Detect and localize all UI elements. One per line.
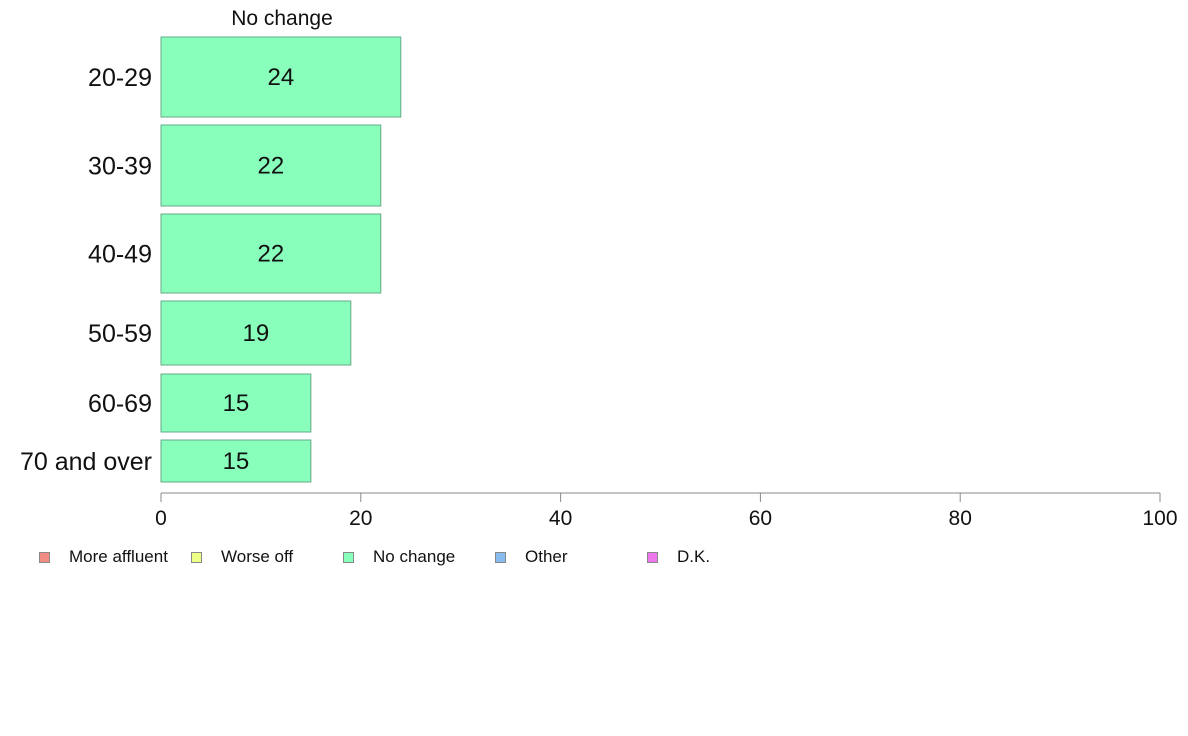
bar-value-label: 22 <box>258 241 285 268</box>
legend-item: No change <box>343 547 455 567</box>
legend-swatch <box>191 551 202 563</box>
bar-20-29 <box>160 36 402 118</box>
category-label: 30-39 <box>88 153 152 181</box>
x-tick-label: 40 <box>549 507 572 530</box>
bar-value-label: 15 <box>223 448 250 475</box>
bar-value-label: 24 <box>268 64 295 91</box>
legend-label: Worse off <box>221 547 294 566</box>
x-tick-label: 20 <box>349 507 372 530</box>
x-tick-label: 100 <box>1142 507 1177 530</box>
chart-title: No change <box>231 7 333 30</box>
bar-value-label: 19 <box>243 320 270 347</box>
x-tick-label: 60 <box>749 507 772 530</box>
category-label: 60-69 <box>88 390 152 418</box>
legend-swatch <box>495 551 506 563</box>
category-label: 70 and over <box>20 448 152 476</box>
x-axis: 0 20 40 60 80 100 <box>155 492 1178 530</box>
legend-swatch <box>647 551 658 563</box>
x-tick-label: 0 <box>155 507 167 530</box>
category-label: 40-49 <box>88 241 152 269</box>
bar-50-59 <box>160 300 352 366</box>
bar-value-label: 15 <box>223 390 250 417</box>
legend-label: Other <box>525 547 568 566</box>
legend-item: D.K. <box>647 547 710 567</box>
legend-swatch <box>39 551 50 563</box>
bar-value-label: 22 <box>258 153 285 180</box>
legend-swatch <box>343 551 354 563</box>
bar-70-and-over <box>160 439 312 483</box>
category-label: 20-29 <box>88 64 152 92</box>
bars-group: 24 22 22 19 15 15 <box>160 36 402 483</box>
category-labels: 20-29 30-39 40-49 50-59 60-69 70 and over <box>20 64 152 476</box>
legend-label: No change <box>373 547 456 566</box>
legend-label: D.K. <box>677 547 711 566</box>
category-label: 50-59 <box>88 320 152 348</box>
legend-label: More affluent <box>69 547 168 566</box>
legend: More affluent Worse off No change Other D.K. <box>0 547 1188 567</box>
legend-item: More affluent <box>39 547 168 567</box>
bar-60-69 <box>160 373 312 433</box>
legend-item: Other <box>495 547 568 567</box>
bar-40-49 <box>160 213 382 294</box>
legend-item: Worse off <box>191 547 293 567</box>
x-tick-label: 80 <box>949 507 972 530</box>
bar-30-39 <box>160 124 382 207</box>
